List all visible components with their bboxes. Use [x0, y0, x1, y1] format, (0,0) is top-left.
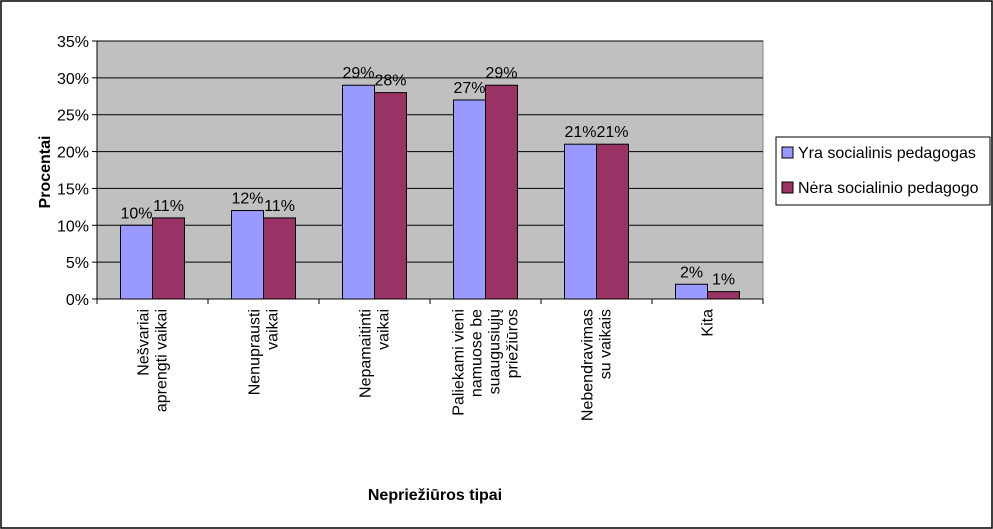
x-tick-label: Nepamaitinti [358, 309, 375, 398]
y-axis: 0% 5% 10% 15% 20% 25% 30% 35% [57, 34, 98, 309]
legend-swatch-series-1 [781, 146, 794, 159]
data-label: 2% [680, 264, 703, 281]
bar-series-1-cat-4 [453, 99, 486, 300]
x-tick-label: Paliekami vieni [451, 309, 468, 416]
data-label: 27% [453, 80, 485, 97]
x-tick-label: Nenuprausti [247, 309, 264, 395]
y-tick-label: 5% [66, 255, 89, 272]
y-tick-label: 20% [57, 145, 89, 162]
data-label: 28% [374, 73, 406, 90]
bars-group [120, 84, 740, 300]
bar-series-2-cat-2 [263, 217, 296, 300]
x-tick-label: Nešvariai [136, 309, 153, 376]
x-tick-label: aprengti vaikai [154, 309, 171, 412]
gridlines [97, 40, 763, 263]
plot-area [96, 40, 764, 300]
x-tick-label: vaikai [265, 309, 282, 350]
bar-series-2-cat-5 [596, 143, 629, 300]
x-tick-label: priežiūros [505, 309, 522, 378]
data-label: 21% [564, 124, 596, 141]
y-axis-title: Procentai [37, 136, 54, 209]
data-label: 29% [485, 65, 517, 82]
bar-series-1-cat-6 [675, 283, 708, 300]
data-labels-group: 10% 11% 12% 11%29% 28% 27%29%21% 21%2% 1% [120, 65, 735, 288]
bar-series-1-cat-3 [342, 84, 375, 300]
bar-series-1-cat-5 [564, 143, 597, 300]
legend-swatch-series-2 [781, 181, 794, 194]
data-label: 12% [231, 191, 263, 208]
bar-series-2-cat-6 [707, 291, 740, 300]
legend-label-series-1: Yra socialinis pedagogas [798, 145, 976, 162]
x-tick-label: vaikai [376, 309, 393, 350]
bar-series-1-cat-1 [120, 224, 153, 300]
legend-label-series-2: Nėra socialinio pedagogo [798, 180, 979, 197]
data-label: 11% [153, 198, 184, 215]
bar-series-2-cat-1 [152, 217, 185, 300]
bar-series-2-cat-3 [374, 92, 407, 300]
x-tick-label: suaugusiųjų [487, 309, 504, 395]
category-labels-group: Nešvariai aprengti vaikai Nenuprausti vaika… [136, 309, 717, 421]
x-axis [96, 298, 764, 304]
legend-box [775, 136, 991, 206]
data-label: 10% [120, 205, 152, 222]
y-tick-label: 25% [57, 108, 89, 125]
data-label: 1% [712, 272, 735, 289]
x-tick-label: Nebendravimas [580, 309, 597, 421]
x-tick-label: namuose be [469, 309, 486, 397]
data-label: 29% [342, 65, 374, 82]
data-label: 11% [264, 198, 295, 215]
data-label: 21% [596, 124, 628, 141]
x-axis-title: Nepriežiūros tipai [368, 487, 502, 504]
bar-series-1-cat-2 [231, 210, 264, 300]
y-tick-label: 35% [57, 34, 89, 51]
y-tick-label: 15% [57, 181, 89, 198]
y-tick-label: 10% [57, 218, 89, 235]
bar-series-2-cat-4 [485, 84, 518, 300]
y-tick-label: 0% [66, 292, 89, 309]
x-tick-label: su vaikais [598, 309, 615, 379]
x-tick-label: Kita [700, 309, 717, 337]
legend: Yra socialinis pedagogas Nėra socialinio… [775, 136, 991, 206]
y-tick-label: 30% [57, 71, 89, 88]
